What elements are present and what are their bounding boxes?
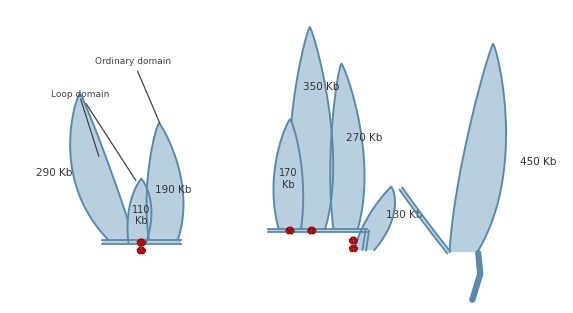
Polygon shape (289, 27, 333, 230)
Polygon shape (268, 228, 367, 232)
Ellipse shape (142, 249, 146, 254)
Polygon shape (128, 179, 151, 242)
Polygon shape (70, 94, 134, 240)
Text: 170
Kb: 170 Kb (278, 168, 297, 190)
Text: 130 Kb: 130 Kb (386, 210, 422, 220)
Ellipse shape (139, 239, 144, 242)
Text: Ordinary domain: Ordinary domain (95, 57, 171, 124)
Text: 270 Kb: 270 Kb (346, 133, 383, 143)
Ellipse shape (312, 229, 316, 234)
Ellipse shape (354, 247, 358, 252)
Text: 350 Kb: 350 Kb (304, 82, 340, 92)
Ellipse shape (354, 239, 358, 244)
Polygon shape (450, 44, 506, 252)
Polygon shape (399, 188, 450, 253)
Ellipse shape (138, 249, 141, 254)
Text: Loop domain: Loop domain (50, 90, 136, 180)
Ellipse shape (351, 245, 356, 248)
Text: 190 Kb: 190 Kb (155, 185, 191, 195)
Text: 450 Kb: 450 Kb (520, 157, 556, 167)
Polygon shape (354, 187, 395, 250)
Ellipse shape (351, 237, 356, 240)
Text: 110
Kb: 110 Kb (132, 205, 151, 226)
Ellipse shape (139, 247, 144, 250)
Ellipse shape (138, 241, 141, 246)
Ellipse shape (350, 239, 353, 244)
Polygon shape (273, 119, 303, 230)
Polygon shape (363, 230, 369, 250)
Ellipse shape (350, 247, 353, 252)
Ellipse shape (287, 227, 293, 230)
Ellipse shape (142, 241, 146, 246)
Ellipse shape (309, 227, 315, 230)
Polygon shape (101, 240, 181, 244)
Ellipse shape (291, 229, 294, 234)
Polygon shape (147, 123, 183, 242)
Text: 290 Kb: 290 Kb (36, 168, 72, 178)
Ellipse shape (308, 229, 311, 234)
Polygon shape (330, 64, 364, 230)
Ellipse shape (286, 229, 289, 234)
